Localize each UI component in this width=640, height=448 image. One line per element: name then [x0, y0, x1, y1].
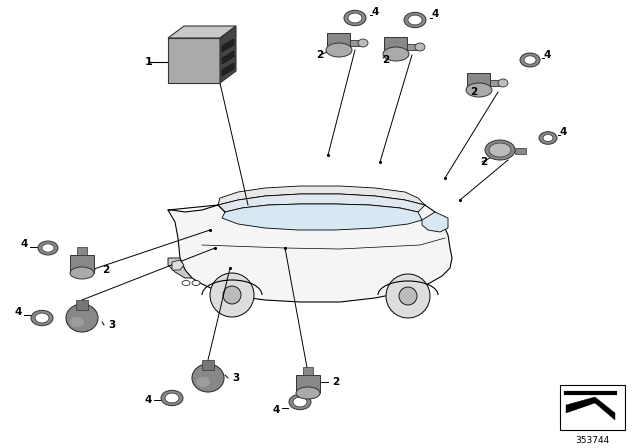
Ellipse shape	[520, 53, 540, 67]
Text: 2: 2	[382, 55, 389, 65]
Text: 4: 4	[145, 395, 152, 405]
Text: 4: 4	[20, 239, 28, 249]
Polygon shape	[70, 255, 94, 273]
Ellipse shape	[326, 43, 352, 57]
Polygon shape	[222, 204, 422, 230]
Polygon shape	[490, 80, 503, 86]
Polygon shape	[515, 148, 526, 154]
Text: 3: 3	[232, 373, 239, 383]
Polygon shape	[350, 40, 363, 46]
Ellipse shape	[539, 132, 557, 144]
Text: 4: 4	[273, 405, 280, 415]
Ellipse shape	[161, 390, 183, 406]
Polygon shape	[327, 33, 350, 50]
Ellipse shape	[42, 244, 54, 252]
Polygon shape	[202, 360, 214, 370]
Polygon shape	[168, 258, 192, 278]
Ellipse shape	[70, 317, 84, 327]
Polygon shape	[303, 367, 313, 375]
Ellipse shape	[192, 364, 224, 392]
Polygon shape	[296, 375, 320, 393]
Polygon shape	[467, 73, 490, 90]
Polygon shape	[168, 194, 452, 302]
Text: 4: 4	[544, 50, 552, 60]
Ellipse shape	[31, 310, 53, 326]
Ellipse shape	[38, 241, 58, 255]
Ellipse shape	[524, 56, 536, 64]
Ellipse shape	[358, 39, 368, 47]
Circle shape	[210, 273, 254, 317]
Circle shape	[386, 274, 430, 318]
Ellipse shape	[70, 267, 94, 279]
Ellipse shape	[415, 43, 425, 51]
Text: 1: 1	[145, 57, 153, 67]
Text: 2: 2	[332, 377, 339, 387]
Text: 2: 2	[316, 50, 323, 60]
Ellipse shape	[466, 83, 492, 97]
Polygon shape	[222, 51, 234, 64]
Text: 4: 4	[15, 307, 22, 317]
Text: 2: 2	[102, 265, 109, 275]
Ellipse shape	[543, 134, 553, 142]
Polygon shape	[220, 26, 236, 83]
Bar	[560, 385, 625, 430]
Ellipse shape	[192, 280, 200, 285]
Ellipse shape	[35, 313, 49, 323]
Polygon shape	[222, 39, 234, 52]
Circle shape	[399, 287, 417, 305]
Ellipse shape	[296, 387, 320, 399]
Ellipse shape	[348, 13, 362, 23]
Text: 4: 4	[372, 7, 380, 17]
Text: 4: 4	[432, 9, 440, 19]
Ellipse shape	[383, 47, 409, 61]
Ellipse shape	[293, 397, 307, 407]
Text: 2: 2	[470, 87, 477, 97]
Text: 353744: 353744	[575, 435, 610, 444]
Polygon shape	[422, 212, 448, 232]
Polygon shape	[172, 260, 184, 270]
Polygon shape	[76, 300, 88, 310]
Polygon shape	[168, 26, 236, 38]
Polygon shape	[566, 397, 615, 420]
Circle shape	[223, 286, 241, 304]
Ellipse shape	[165, 393, 179, 403]
Polygon shape	[222, 63, 234, 76]
Text: 2: 2	[480, 157, 487, 167]
Ellipse shape	[408, 15, 422, 25]
Ellipse shape	[344, 10, 366, 26]
Polygon shape	[77, 247, 87, 255]
Ellipse shape	[182, 280, 190, 285]
Text: 3: 3	[108, 320, 115, 330]
Polygon shape	[168, 38, 220, 83]
Polygon shape	[218, 194, 425, 212]
Polygon shape	[218, 186, 425, 205]
Ellipse shape	[66, 304, 98, 332]
Ellipse shape	[489, 143, 511, 157]
Polygon shape	[407, 44, 420, 50]
Ellipse shape	[289, 394, 311, 410]
Polygon shape	[384, 37, 407, 54]
Ellipse shape	[498, 79, 508, 87]
Ellipse shape	[485, 140, 515, 160]
Ellipse shape	[196, 377, 210, 387]
Text: 4: 4	[560, 127, 568, 137]
Ellipse shape	[404, 12, 426, 28]
